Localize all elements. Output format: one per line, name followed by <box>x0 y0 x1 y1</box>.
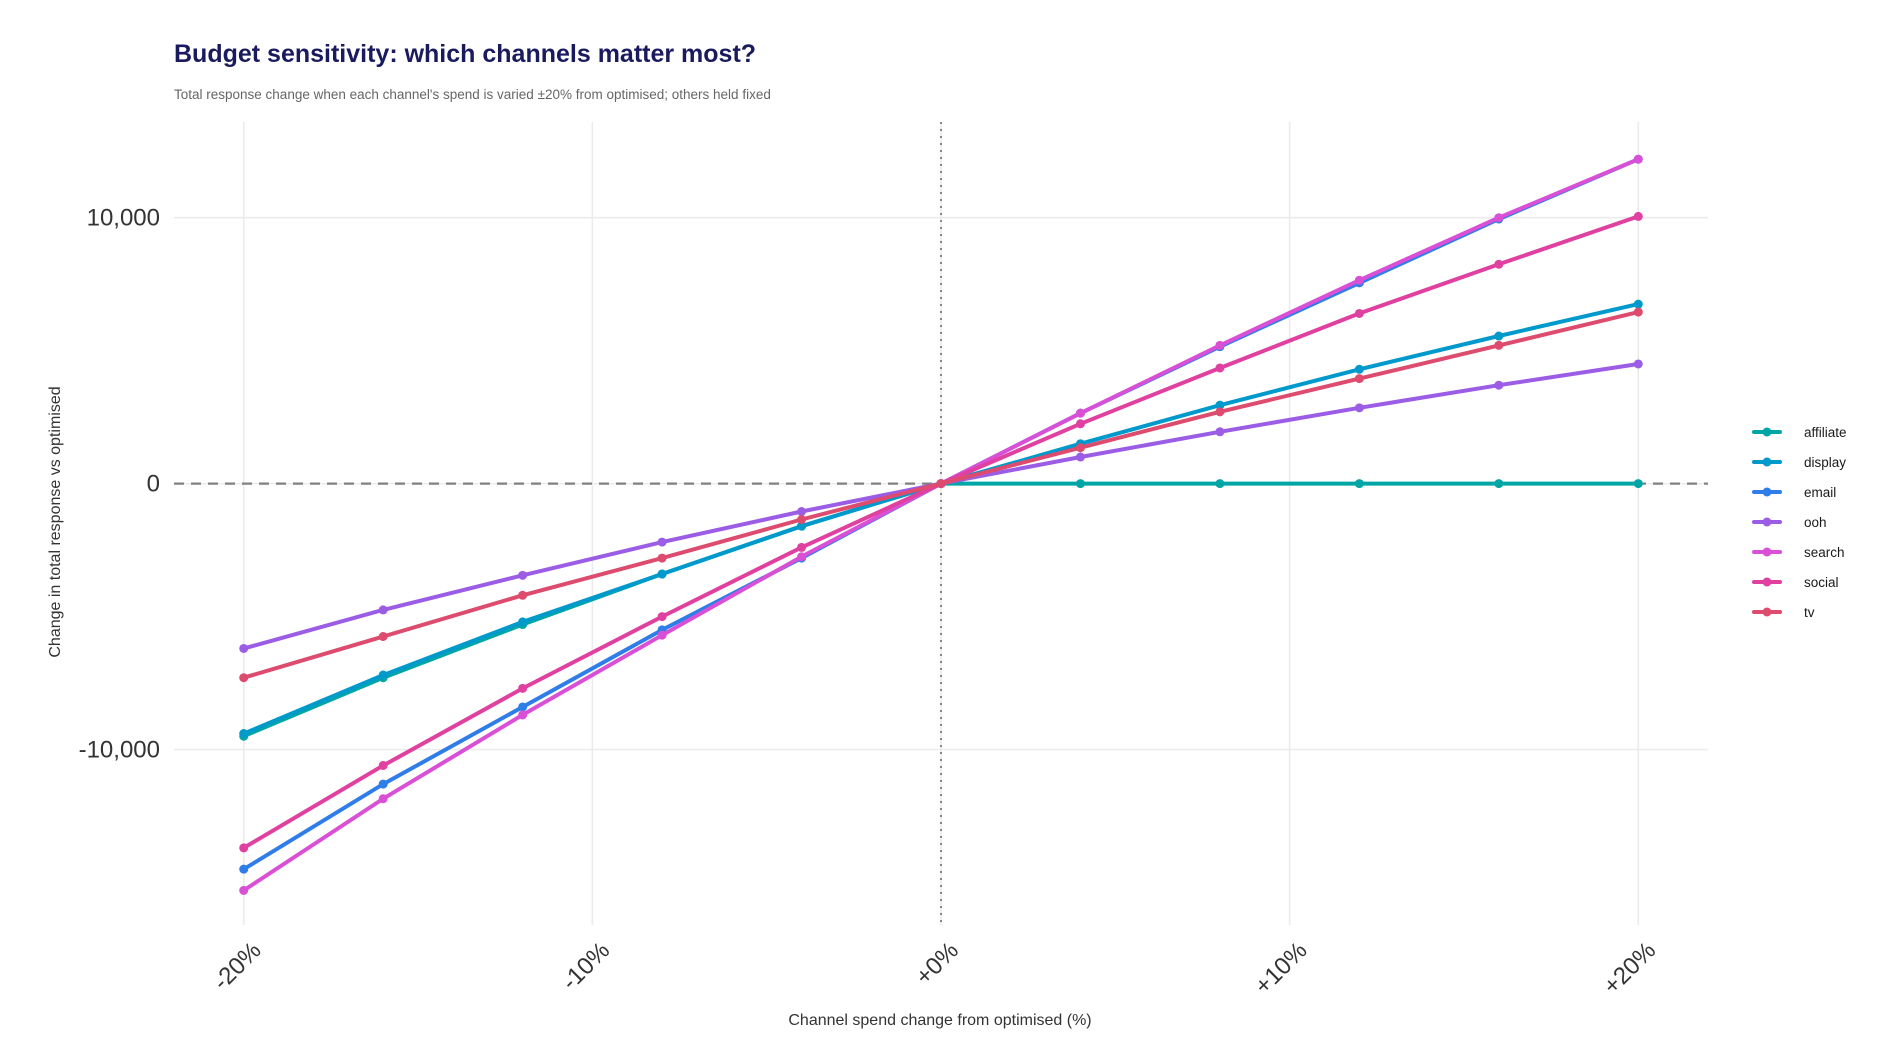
legend-label: ooh <box>1804 515 1827 530</box>
data-point-search <box>1075 408 1085 418</box>
data-point-social <box>797 542 807 552</box>
data-point-display <box>1494 331 1504 341</box>
data-point-social <box>1075 419 1085 429</box>
data-point-social <box>1494 259 1504 269</box>
data-point-tv <box>239 673 249 683</box>
y-axis-ticks: -10,000 0 10,000 <box>79 205 160 764</box>
data-point-search <box>797 552 807 562</box>
data-point-ooh <box>378 605 388 615</box>
legend-item-ooh: ooh <box>1752 515 1827 530</box>
legend-item-tv: tv <box>1752 605 1815 620</box>
legend-item-display: display <box>1752 455 1846 470</box>
data-point-display <box>1354 364 1364 374</box>
data-point-tv <box>936 479 946 489</box>
legend-key-point <box>1762 517 1772 527</box>
data-point-email <box>518 702 528 712</box>
x-tick-label: +10% <box>1250 937 1313 1000</box>
y-tick-label: -10,000 <box>79 737 160 764</box>
y-tick-label: 0 <box>147 471 160 498</box>
x-axis-label: Channel spend change from optimised (%) <box>788 1012 1091 1029</box>
data-point-display <box>239 729 249 739</box>
data-point-tv <box>797 515 807 525</box>
data-point-social <box>378 760 388 770</box>
legend-key-point <box>1762 577 1772 587</box>
legend-key-point <box>1762 607 1772 617</box>
data-point-display <box>518 617 528 627</box>
data-point-tv <box>1354 374 1364 384</box>
legend-label: search <box>1804 545 1845 560</box>
data-point-social <box>1633 211 1643 221</box>
data-point-affiliate <box>1494 479 1504 489</box>
data-point-ooh <box>1215 427 1225 437</box>
x-tick-label: -10% <box>557 937 616 996</box>
data-point-tv <box>518 590 528 600</box>
data-point-ooh <box>239 643 249 653</box>
data-point-search <box>657 630 667 640</box>
legend-item-email: email <box>1752 485 1836 500</box>
data-point-tv <box>1215 407 1225 417</box>
data-point-display <box>1633 299 1643 309</box>
legend-key-point <box>1762 547 1772 557</box>
data-point-ooh <box>1633 359 1643 369</box>
series-tv <box>239 307 1643 683</box>
chart-title: Budget sensitivity: which channels matte… <box>174 40 757 68</box>
data-point-display <box>1215 400 1225 410</box>
legend-label: social <box>1804 575 1839 590</box>
data-point-ooh <box>797 507 807 517</box>
data-point-ooh <box>1075 452 1085 462</box>
data-point-display <box>378 670 388 680</box>
data-point-ooh <box>1494 380 1504 390</box>
data-point-search <box>239 885 249 895</box>
x-axis-ticks: -20% -10% +0% +10% +20% <box>208 937 1661 1000</box>
data-point-email <box>378 779 388 789</box>
data-point-search <box>1494 213 1504 223</box>
data-point-display <box>797 521 807 531</box>
data-point-ooh <box>657 537 667 547</box>
data-point-search <box>1215 340 1225 350</box>
legend-item-social: social <box>1752 575 1839 590</box>
data-point-search <box>518 710 528 720</box>
data-point-email <box>239 864 249 874</box>
data-point-affiliate <box>1215 479 1225 489</box>
y-axis-label: Change in total response vs optimised <box>47 386 64 657</box>
data-point-search <box>1633 154 1643 164</box>
data-point-affiliate <box>1354 479 1364 489</box>
data-point-tv <box>657 553 667 563</box>
legend-key-point <box>1762 427 1772 437</box>
data-point-tv <box>1633 307 1643 317</box>
data-point-social <box>518 683 528 693</box>
data-point-affiliate <box>1075 479 1085 489</box>
data-point-ooh <box>518 570 528 580</box>
x-tick-label: +0% <box>910 937 964 991</box>
x-tick-label: -20% <box>208 937 267 996</box>
legend-label: email <box>1804 485 1836 500</box>
data-point-social <box>1215 363 1225 373</box>
data-point-tv <box>1494 340 1504 350</box>
legend-item-affiliate: affiliate <box>1752 425 1847 440</box>
x-tick-label: +20% <box>1598 937 1661 1000</box>
data-point-display <box>657 569 667 579</box>
data-point-social <box>239 843 249 853</box>
data-point-search <box>378 794 388 804</box>
legend-key-point <box>1762 487 1772 497</box>
data-point-search <box>1354 275 1364 285</box>
data-point-social <box>657 612 667 622</box>
legend-key-point <box>1762 457 1772 467</box>
legend: affiliate display email ooh search social tv <box>1752 425 1847 620</box>
series-lines <box>239 154 1643 895</box>
data-point-ooh <box>1354 403 1364 413</box>
legend-label: affiliate <box>1804 425 1847 440</box>
legend-label: tv <box>1804 605 1815 620</box>
legend-item-search: search <box>1752 545 1845 560</box>
data-point-tv <box>1075 443 1085 453</box>
y-tick-label: 10,000 <box>87 205 160 232</box>
data-point-social <box>1354 308 1364 318</box>
data-point-affiliate <box>1633 479 1643 489</box>
chart-subtitle: Total response change when each channel'… <box>174 87 771 102</box>
legend-label: display <box>1804 455 1846 470</box>
data-point-tv <box>378 632 388 642</box>
